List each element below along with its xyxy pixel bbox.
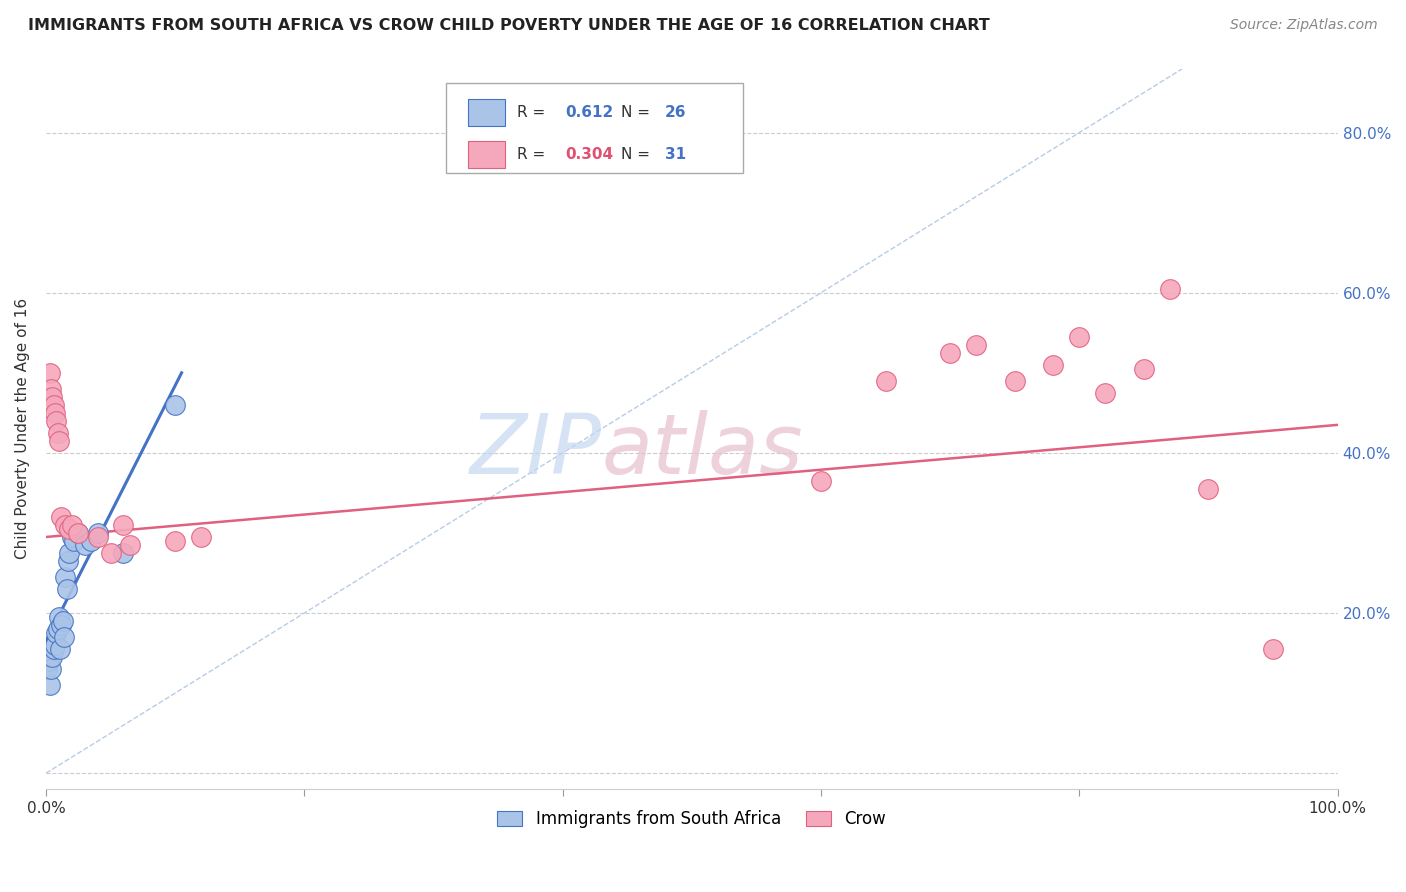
Point bbox=[53, 570, 76, 584]
Text: 26: 26 bbox=[665, 105, 686, 120]
Point bbox=[118, 538, 141, 552]
Y-axis label: Child Poverty Under the Age of 16: Child Poverty Under the Age of 16 bbox=[15, 298, 30, 559]
Point bbox=[52, 614, 75, 628]
Point bbox=[41, 650, 63, 665]
Point bbox=[38, 654, 60, 668]
Point bbox=[1042, 358, 1064, 372]
Point bbox=[41, 390, 63, 404]
Point bbox=[53, 518, 76, 533]
Point bbox=[1261, 642, 1284, 657]
Text: R =: R = bbox=[517, 147, 551, 161]
Point bbox=[49, 642, 72, 657]
Legend: Immigrants from South Africa, Crow: Immigrants from South Africa, Crow bbox=[491, 804, 893, 835]
Text: IMMIGRANTS FROM SOUTH AFRICA VS CROW CHILD POVERTY UNDER THE AGE OF 16 CORRELATI: IMMIGRANTS FROM SOUTH AFRICA VS CROW CHI… bbox=[28, 18, 990, 33]
Point bbox=[53, 630, 76, 644]
Point bbox=[810, 474, 832, 488]
Text: 31: 31 bbox=[665, 147, 686, 161]
FancyBboxPatch shape bbox=[468, 99, 505, 126]
Point bbox=[112, 518, 135, 533]
Text: Source: ZipAtlas.com: Source: ZipAtlas.com bbox=[1230, 18, 1378, 32]
Point bbox=[1094, 385, 1116, 400]
Point bbox=[44, 406, 66, 420]
Point bbox=[38, 366, 60, 380]
Text: 0.612: 0.612 bbox=[565, 105, 613, 120]
Point bbox=[56, 554, 79, 568]
Text: 0.304: 0.304 bbox=[565, 147, 613, 161]
Point bbox=[42, 642, 65, 657]
Point bbox=[86, 530, 108, 544]
Point bbox=[58, 522, 80, 536]
Point bbox=[1159, 282, 1181, 296]
Point bbox=[1133, 361, 1156, 376]
Point bbox=[875, 374, 897, 388]
Point bbox=[67, 526, 90, 541]
Text: ZIP: ZIP bbox=[470, 410, 602, 491]
Point bbox=[37, 662, 59, 676]
Point bbox=[112, 546, 135, 560]
Point bbox=[48, 434, 70, 448]
Point bbox=[58, 546, 80, 560]
Point bbox=[86, 526, 108, 541]
Point bbox=[60, 518, 83, 533]
Point bbox=[55, 582, 77, 596]
Point bbox=[46, 622, 69, 636]
Point bbox=[63, 533, 86, 548]
Text: N =: N = bbox=[621, 105, 655, 120]
Point bbox=[39, 382, 62, 396]
Text: R =: R = bbox=[517, 105, 551, 120]
Point bbox=[51, 510, 73, 524]
Point bbox=[51, 618, 73, 632]
Point bbox=[1069, 330, 1091, 344]
Point bbox=[1004, 374, 1026, 388]
Point bbox=[60, 530, 83, 544]
Point bbox=[165, 533, 187, 548]
Point bbox=[190, 530, 212, 544]
Point bbox=[46, 425, 69, 440]
Point bbox=[165, 398, 187, 412]
Point bbox=[80, 533, 103, 548]
FancyBboxPatch shape bbox=[446, 83, 744, 173]
Point bbox=[42, 398, 65, 412]
Point bbox=[45, 414, 67, 428]
Point bbox=[44, 638, 66, 652]
Point bbox=[939, 346, 962, 360]
Point bbox=[67, 526, 90, 541]
Point bbox=[73, 538, 96, 552]
Text: N =: N = bbox=[621, 147, 655, 161]
Point bbox=[48, 610, 70, 624]
Point bbox=[39, 662, 62, 676]
Point bbox=[100, 546, 122, 560]
Point bbox=[38, 678, 60, 692]
Point bbox=[45, 626, 67, 640]
Point bbox=[965, 338, 987, 352]
Point bbox=[1198, 482, 1220, 496]
FancyBboxPatch shape bbox=[468, 141, 505, 168]
Text: atlas: atlas bbox=[602, 410, 803, 491]
